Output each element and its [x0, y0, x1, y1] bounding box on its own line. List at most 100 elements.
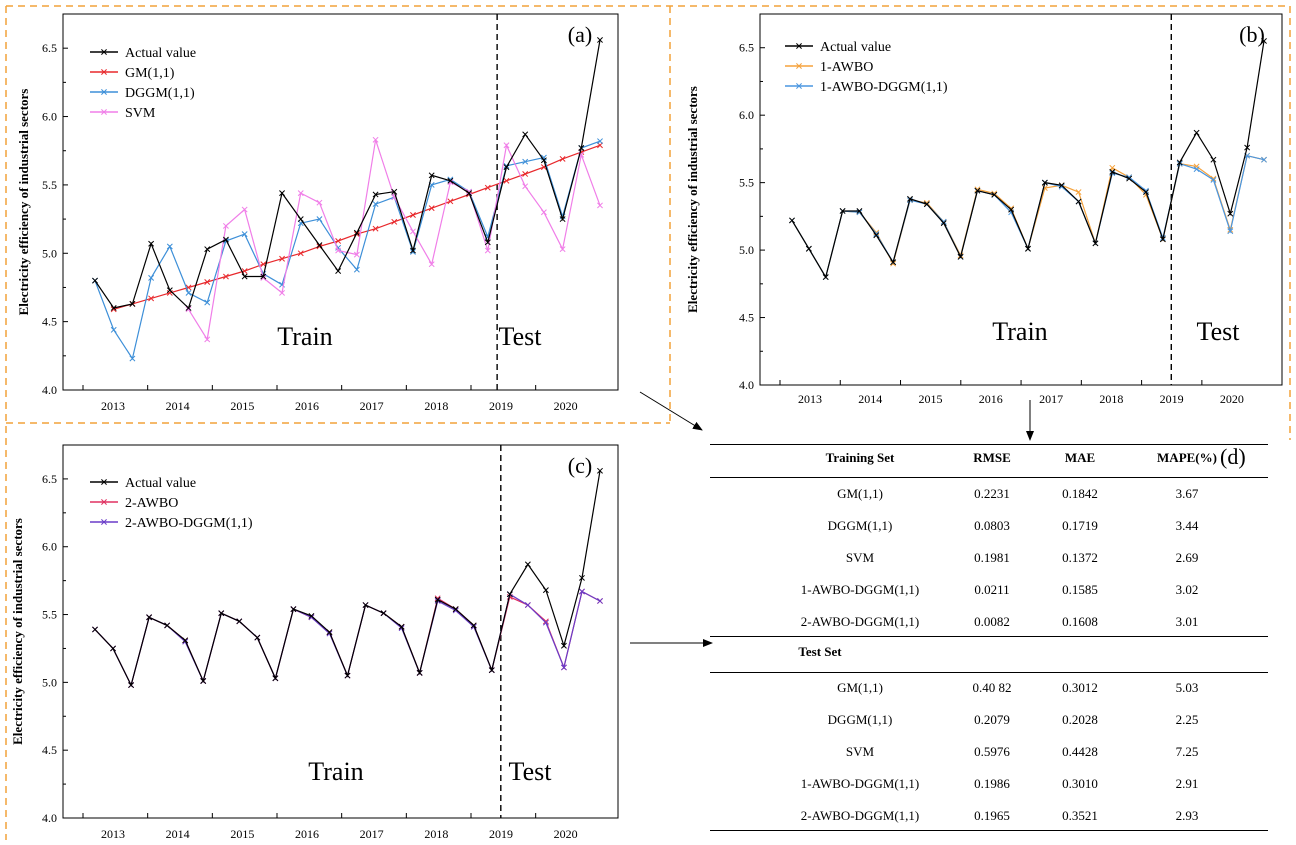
y-tick-label: 5.5: [739, 176, 754, 190]
table-top-rule: [710, 444, 1268, 445]
panel-label: (a): [568, 22, 592, 47]
legend-label: Actual value: [820, 40, 891, 55]
legend-item: 2-AWBO-DGGM(1,1): [90, 516, 253, 531]
legend-label: SVM: [125, 106, 156, 121]
y-axis-label: Electricity efficiency of industrial sec…: [685, 86, 700, 313]
x-tick-label: 2019: [489, 827, 513, 841]
y-tick-label: 4.5: [42, 315, 57, 329]
y-tick-label: 6.0: [42, 110, 57, 124]
test-set-heading: Test Set: [750, 644, 890, 660]
legend-item: 2-AWBO: [90, 496, 178, 511]
table-cell: 5.03: [1132, 680, 1242, 696]
x-tick-label: 2018: [424, 827, 448, 841]
legend-item: 1-AWBO: [785, 60, 873, 75]
table-cell: 0.3521: [1040, 808, 1120, 824]
y-tick-label: 4.0: [42, 383, 57, 397]
x-tick-label: 2017: [360, 827, 384, 841]
table-cell: 1-AWBO-DGGM(1,1): [750, 776, 970, 792]
table-cell: 2.93: [1132, 808, 1242, 824]
x-tick-label: 2013: [798, 392, 822, 406]
table-cell: 0.1585: [1040, 582, 1120, 598]
panel-label: (b): [1239, 22, 1265, 47]
legend: Actual value 1-AWBO 1-AWBO-DGGM(1,1): [785, 40, 948, 95]
x-tick-label: 2018: [424, 399, 448, 413]
data-point: [92, 627, 97, 632]
data-point: [92, 278, 97, 283]
x-tick-label: 2014: [166, 827, 190, 841]
legend-item: GM(1,1): [90, 66, 175, 81]
chart-panel-b: 4.04.55.05.56.06.52013 2014 2015 2016 2017 20…: [685, 14, 1282, 406]
table-cell: 3.67: [1132, 486, 1242, 502]
x-tick-label: 2015: [230, 399, 254, 413]
x-tick-label: 2016: [295, 827, 319, 841]
data-point: [111, 327, 116, 332]
table-cell: 2-AWBO-DGGM(1,1): [750, 614, 970, 630]
x-tick-label: 2016: [295, 399, 319, 413]
train-label: Train: [308, 757, 363, 786]
legend: Actual value 2-AWBO 2-AWBO-DGGM(1,1): [90, 476, 253, 531]
series-gm-1-1-: [111, 143, 602, 312]
series-line: [114, 145, 600, 309]
table-cell: 0.1986: [952, 776, 1032, 792]
y-tick-label: 5.5: [42, 608, 57, 622]
y-tick-label: 4.5: [739, 311, 754, 325]
data-point: [186, 290, 191, 295]
table-cell: 0.2028: [1040, 712, 1120, 728]
table-cell: SVM: [750, 550, 970, 566]
x-tick-label: 2018: [1099, 392, 1123, 406]
legend-label: 2-AWBO: [125, 496, 178, 511]
series-1-awbo-dggm-1-1-: [789, 153, 1266, 280]
table-cell: GM(1,1): [750, 486, 970, 502]
column-header: Training Set: [750, 450, 970, 466]
train-label: Train: [992, 317, 1047, 346]
y-tick-label: 6.5: [42, 41, 57, 55]
x-tick-label: 2014: [858, 392, 882, 406]
table-cell: 0.0211: [952, 582, 1032, 598]
table-cell: 2.25: [1132, 712, 1242, 728]
data-point: [525, 562, 530, 567]
data-point: [317, 200, 322, 205]
series-line: [95, 592, 600, 686]
table-cell: DGGM(1,1): [750, 712, 970, 728]
table-header-rule: [710, 477, 1268, 478]
x-tick-label: 2014: [166, 399, 190, 413]
data-point: [806, 246, 811, 251]
y-tick-label: 6.0: [739, 108, 754, 122]
x-tick-label: 2015: [230, 827, 254, 841]
legend-label: GM(1,1): [125, 66, 175, 81]
table-cell: SVM: [750, 744, 970, 760]
data-point: [597, 139, 602, 144]
table-cell: 0.3012: [1040, 680, 1120, 696]
test-label: Test: [509, 757, 553, 786]
series-2-awbo-dggm-1-1-: [92, 589, 602, 688]
data-point: [523, 184, 528, 189]
legend: Actual value GM(1,1) DGGM(1,1) SVM: [90, 46, 196, 121]
panel-label: (c): [568, 453, 592, 478]
table-cell: 0.1981: [952, 550, 1032, 566]
data-point: [541, 210, 546, 215]
legend-item: SVM: [90, 106, 156, 121]
table-cell: 0.5976: [952, 744, 1032, 760]
x-tick-label: 2019: [1160, 392, 1184, 406]
table-cell: 0.0803: [952, 518, 1032, 534]
y-tick-label: 5.0: [739, 243, 754, 257]
y-tick-label: 6.0: [42, 540, 57, 554]
legend-label: Actual value: [125, 476, 196, 491]
table-cell: 0.1719: [1040, 518, 1120, 534]
table-test-header-rule: [710, 672, 1268, 673]
table-cell: 3.44: [1132, 518, 1242, 534]
data-point: [410, 229, 415, 234]
legend-item: DGGM(1,1): [90, 86, 195, 101]
legend-label: 1-AWBO-DGGM(1,1): [820, 80, 948, 95]
data-point: [1194, 167, 1199, 172]
y-axis-label: Electricity efficiency of industrial sec…: [10, 518, 25, 745]
y-tick-label: 4.0: [739, 378, 754, 392]
series-line: [95, 592, 600, 686]
legend-label: 2-AWBO-DGGM(1,1): [125, 516, 253, 531]
chart-panel-c: 4.04.55.05.56.06.52013 2014 2015 2016 2017 20…: [10, 445, 618, 841]
legend-item: Actual value: [90, 476, 196, 491]
x-tick-label: 2017: [1039, 392, 1063, 406]
legend-item: Actual value: [90, 46, 196, 61]
x-tick-label: 2017: [360, 399, 384, 413]
data-point: [392, 219, 397, 224]
